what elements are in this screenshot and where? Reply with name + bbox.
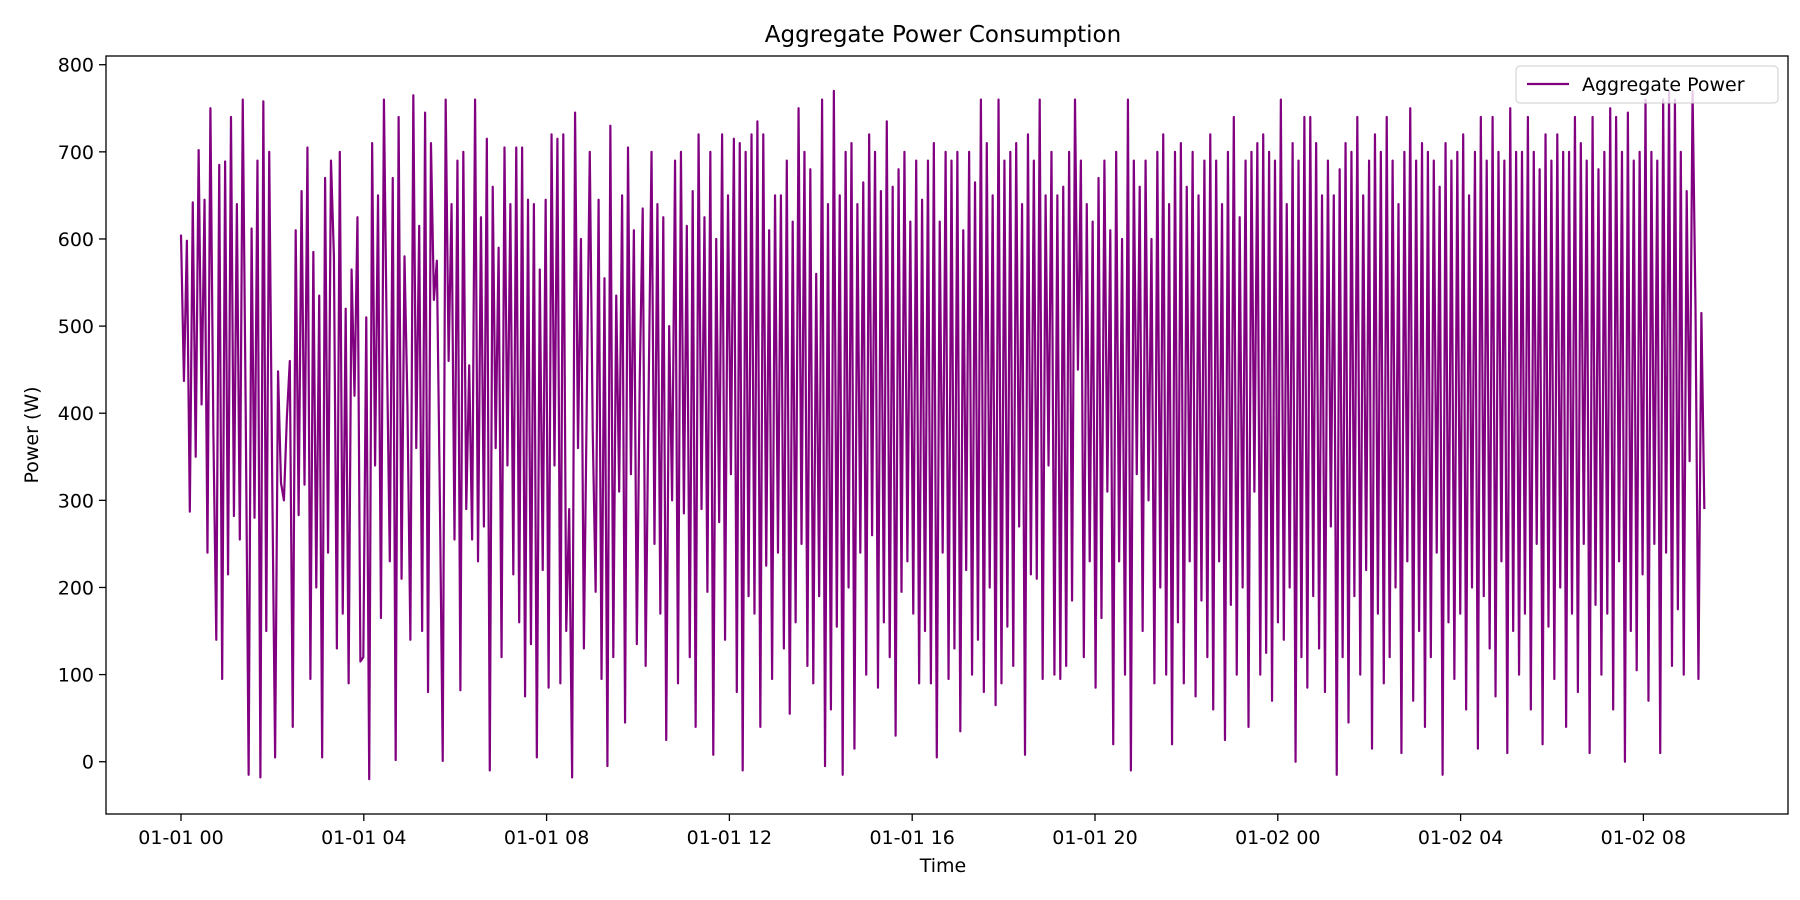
series-line-aggregate-power [179,89,1706,781]
y-tick-label: 300 [58,490,94,512]
y-axis: 0 100 200 300 400 500 600 700 800 [58,55,106,774]
x-axis: 01-01 00 01-01 04 01-01 08 01-01 12 01-01 16… [138,814,1686,849]
x-tick-label: 01-01 00 [138,827,223,849]
plot-frame [105,55,1789,815]
y-tick-label: 100 [58,665,94,687]
x-tick-label: 01-02 04 [1418,827,1503,849]
plot-area [105,55,1789,815]
x-tick-label: 01-01 08 [504,827,589,849]
y-tick-label: 400 [58,403,94,425]
x-tick-label: 01-01 12 [687,827,772,849]
y-tick-label: 700 [58,142,94,164]
x-tick-label: 01-01 04 [321,827,406,849]
x-tick-label: 01-02 08 [1601,827,1686,849]
x-tick-label: 01-02 00 [1235,827,1320,849]
x-tick-label: 01-01 20 [1052,827,1137,849]
legend: Aggregate Power [1515,65,1779,104]
y-tick-label: 0 [82,752,94,774]
y-tick-label: 500 [58,316,94,338]
x-axis-label: Time [919,855,967,877]
legend-box [1515,65,1779,104]
legend-label-aggregate-power: Aggregate Power [1582,74,1745,96]
chart-title: Aggregate Power Consumption [765,22,1121,48]
y-axis-label: Power (W) [21,386,43,483]
y-tick-label: 800 [58,55,94,77]
y-tick-label: 200 [58,577,94,599]
y-tick-label: 600 [58,229,94,251]
x-tick-label: 01-01 16 [869,827,954,849]
